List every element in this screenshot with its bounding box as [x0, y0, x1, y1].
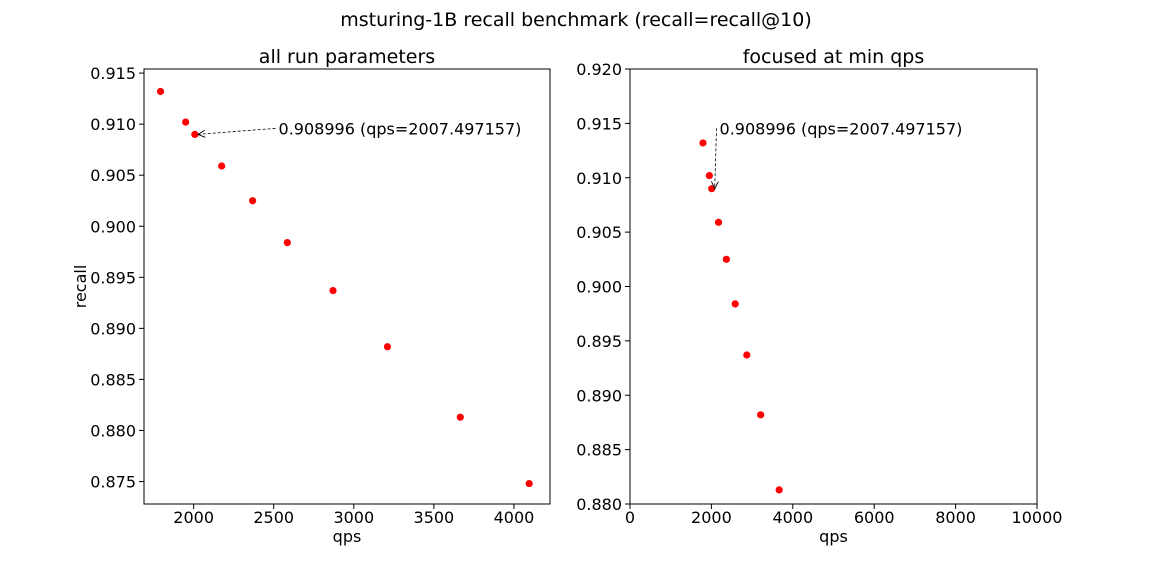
data-point	[714, 218, 723, 226]
x-tick-label: 2500	[253, 508, 294, 527]
y-tick-label: 0.890	[576, 386, 622, 405]
data-point	[456, 413, 464, 421]
x-tick-label: 3000	[333, 508, 374, 527]
left-subplot: all run parameters 2000 2500 3000 3500 4000 0.…	[71, 46, 551, 546]
y-tick-label: 0.900	[576, 278, 622, 297]
y-tick-label: 0.900	[90, 217, 136, 236]
y-tick-label: 0.880	[576, 495, 622, 514]
data-point	[248, 197, 257, 205]
data-point	[757, 411, 765, 419]
annotation-arrow-head	[196, 129, 206, 138]
data-point	[699, 139, 707, 147]
x-tick-label: 0	[625, 508, 635, 527]
y-tick-label: 0.875	[90, 473, 136, 492]
y-tick-label: 0.915	[576, 114, 622, 133]
subplot-title: all run parameters	[259, 46, 435, 68]
data-point	[705, 171, 713, 180]
figure-suptitle: msturing-1B recall benchmark (recall=rec…	[340, 9, 812, 31]
annotation-arrow-head	[711, 181, 719, 190]
y-tick-label: 0.915	[90, 64, 136, 83]
y-tick-label: 0.885	[90, 370, 136, 389]
y-tick-label: 0.920	[576, 60, 622, 79]
data-point	[329, 286, 337, 295]
data-point	[218, 162, 226, 170]
annotation-arrow-line	[197, 127, 276, 135]
data-point	[156, 87, 165, 96]
plot-frame	[143, 68, 551, 505]
annotation-arrow-line	[714, 128, 717, 189]
y-axis-label: recall	[71, 265, 90, 309]
data-point	[383, 343, 392, 351]
data-point	[722, 255, 730, 263]
y-tick-label: 0.885	[576, 441, 622, 460]
y-tick-label: 0.880	[90, 421, 136, 440]
x-axis-label: qps	[333, 527, 362, 546]
x-tick-label: 8000	[935, 508, 976, 527]
data-point	[191, 130, 199, 138]
annotation-label: 0.908996 (qps=2007.497157)	[279, 119, 522, 138]
data-point	[525, 479, 533, 488]
data-point	[182, 118, 190, 126]
data-point	[775, 486, 783, 494]
y-tick-label: 0.910	[90, 115, 136, 134]
data-point	[283, 238, 291, 247]
y-tick-label: 0.890	[90, 319, 136, 338]
x-tick-label: 6000	[854, 508, 895, 527]
subplot-title: focused at min qps	[743, 46, 925, 68]
x-axis-label: qps	[819, 527, 848, 546]
x-tick-label: 2000	[173, 508, 214, 527]
y-tick-label: 0.905	[90, 166, 136, 185]
y-tick-label: 0.895	[90, 268, 136, 287]
x-tick-label: 4000	[494, 508, 535, 527]
y-tick-label: 0.895	[576, 332, 622, 351]
annotation-label: 0.908996 (qps=2007.497157)	[720, 119, 963, 138]
x-tick-label: 3500	[414, 508, 455, 527]
data-point	[743, 351, 751, 359]
y-tick-label: 0.910	[576, 169, 622, 188]
data-point	[731, 300, 739, 308]
x-tick-label: 2000	[691, 508, 732, 527]
x-tick-label: 10000	[1012, 508, 1063, 527]
y-tick-label: 0.905	[576, 223, 622, 242]
right-subplot: focused at min qps 0 2000 4000 6000 8000 10000…	[576, 46, 1062, 546]
x-tick-label: 4000	[772, 508, 813, 527]
